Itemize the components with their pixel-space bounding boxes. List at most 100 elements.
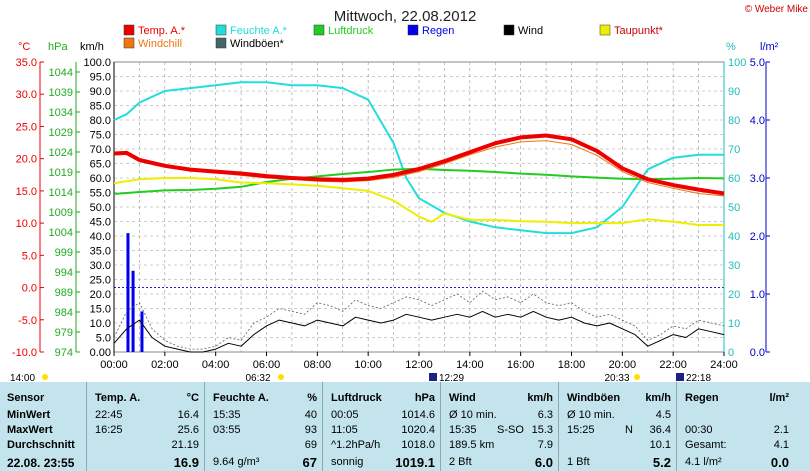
stats-gust-max-time: 15:25 [567,424,595,436]
legend-label: Wind [518,25,543,37]
press-tick-label: 1014 [49,187,73,199]
stats-press-min-time: 00:05 [331,409,359,421]
plot-grid [114,62,724,352]
noon-icon [429,373,437,381]
temp-tick-label: -5.0 [18,315,37,327]
rain-bar [140,311,144,352]
stats-gust-avg10-label: Ø 10 min. [567,409,615,421]
wind-tick-label: 30.0 [90,260,111,272]
stats-hum-unit: % [307,392,317,404]
sunset-label: 20:33 [604,373,629,382]
stats-rain-daily: 4.1 l/m² [685,456,722,468]
stats-wind-avg10-label: Ø 10 min. [449,409,497,421]
series-line-wind [113,310,725,353]
temp-tick-label: 0.0 [22,283,37,295]
time-tick-label: 22:00 [659,359,687,371]
statistics-table: Sensor MinWert MaxWert Durchschnitt 22.0… [0,382,810,471]
stats-rain-unit: l/m² [769,392,789,404]
wind-unit-label: km/h [80,41,104,53]
hum-unit-label: % [726,41,736,53]
stats-row-label-min: MinWert [7,409,51,421]
stats-wind-max-dir: S-SO [497,424,524,436]
stats-rain-header: Regen [685,392,719,404]
temp-tick-label: 25.0 [16,121,37,133]
temp-tick-label: 5.0 [22,250,37,262]
stats-hum-max-time: 03:55 [213,424,241,436]
temp-tick-label: 35.0 [16,57,37,69]
rain-tick-label: 0.0 [750,347,765,359]
stats-hum-avg: 69 [304,439,317,451]
wind-tick-label: 0.00 [90,347,111,359]
stats-temp-min: 16.4 [177,409,199,421]
wind-tick-label: 95.0 [90,72,111,84]
rain-bar [126,233,130,352]
hum-tick-label: 40 [728,231,740,243]
time-tick-label: 16:00 [507,359,535,371]
press-tick-label: 1004 [49,227,73,239]
stats-wind-run: 189.5 km [449,439,495,451]
stats-col-press: Luftdruck hPa 00:05 1014.6 11:05 1020.4 … [322,382,441,471]
sunset-icon [634,374,640,380]
stats-press-header: Luftdruck [331,392,382,404]
stats-gust-max-dir: N [625,424,633,436]
stats-row-label-avg: Durchschnitt [7,439,75,451]
wind-tick-label: 65.0 [90,159,111,171]
hum-tick-label: 80 [728,115,740,127]
legend-swatch [215,37,227,49]
stats-rain-max: 2.1 [773,424,789,436]
stats-col-hum: Feuchte A. % 15:35 40 03:55 93 69 9.64 g… [204,382,323,471]
stats-gust-bft: 1 Bft [567,456,590,468]
chart-axes: 35.0 30.0 25.0 20.0 15.0 10.0 5.0 0.0 -5.0 -10.0 1… [12,57,770,371]
press-tick-label: 989 [55,287,73,299]
stats-hum-min: 40 [304,409,317,421]
chart-title: Mittwoch, 22.08.2012 [334,8,477,25]
time-tick-label: 12:00 [405,359,433,371]
wind-tick-label: 5.0 [96,333,111,345]
hum-tick-label: 10 [728,318,740,330]
temp-tick-label: 10.0 [16,218,37,230]
press-tick-label: 1019 [49,167,73,179]
press-tick-label: 1009 [49,207,73,219]
rain-bar [131,270,135,352]
hum-tick-label: 60 [728,173,740,185]
legend-label: Temp. A.* [138,25,186,37]
sunrise-prev-label: 14:00 [10,373,35,382]
press-tick-label: 974 [55,347,73,359]
wind-tick-label: 40.0 [90,231,111,243]
wind-tick-label: 90.0 [90,86,111,98]
rain-tick-label: 5.0 [750,57,765,69]
legend-label: Luftdruck [328,25,374,37]
hum-tick-label: 20 [728,289,740,301]
stats-press-max-time: 11:05 [331,424,358,436]
temp-tick-label: 15.0 [16,186,37,198]
temp-tick-label: 30.0 [16,89,37,101]
press-tick-label: 1034 [49,107,73,119]
stats-press-forecast: sonnig [331,456,364,468]
temp-tick-label: -10.0 [12,347,37,359]
stats-col-wind: Wind km/h Ø 10 min. 6.3 15:35 S-SO 15.3 … [440,382,559,471]
stats-press-avg: 1018.0 [401,439,435,451]
stats-rain-current: 0.0 [770,455,789,470]
stats-col-rain: Regen l/m² 00:30 2.1 Gesamt: 4.1 4.1 l/m… [676,382,795,471]
stats-press-unit: hPa [414,392,435,404]
stats-gust-avg: 10.1 [649,439,671,451]
legend-swatch [215,24,227,36]
press-tick-label: 994 [55,267,73,279]
stats-hum-min-time: 15:35 [213,409,241,421]
series-line-feuchte-a [113,81,724,235]
sun-markers: 14:00 06:32 12:29 20:33 22:18 [10,373,711,382]
temp-tick-label: 20.0 [16,154,37,166]
wind-tick-label: 55.0 [90,188,111,200]
press-tick-label: 984 [55,307,73,319]
hum-tick-label: 90 [728,86,740,98]
press-tick-label: 999 [55,247,73,259]
legend-label: Windchill [138,38,182,50]
stats-press-min: 1014.6 [401,409,435,421]
press-tick-label: 1039 [49,87,73,99]
hum-tick-label: 70 [728,144,740,156]
wind-tick-label: 85.0 [90,101,111,113]
stats-col-sensor: Sensor MinWert MaxWert Durchschnitt 22.0… [0,382,86,471]
legend-swatch [407,24,419,36]
weather-chart: Mittwoch, 22.08.2012 © Weber Mike Temp. … [10,4,808,382]
press-tick-label: 1024 [49,147,73,159]
